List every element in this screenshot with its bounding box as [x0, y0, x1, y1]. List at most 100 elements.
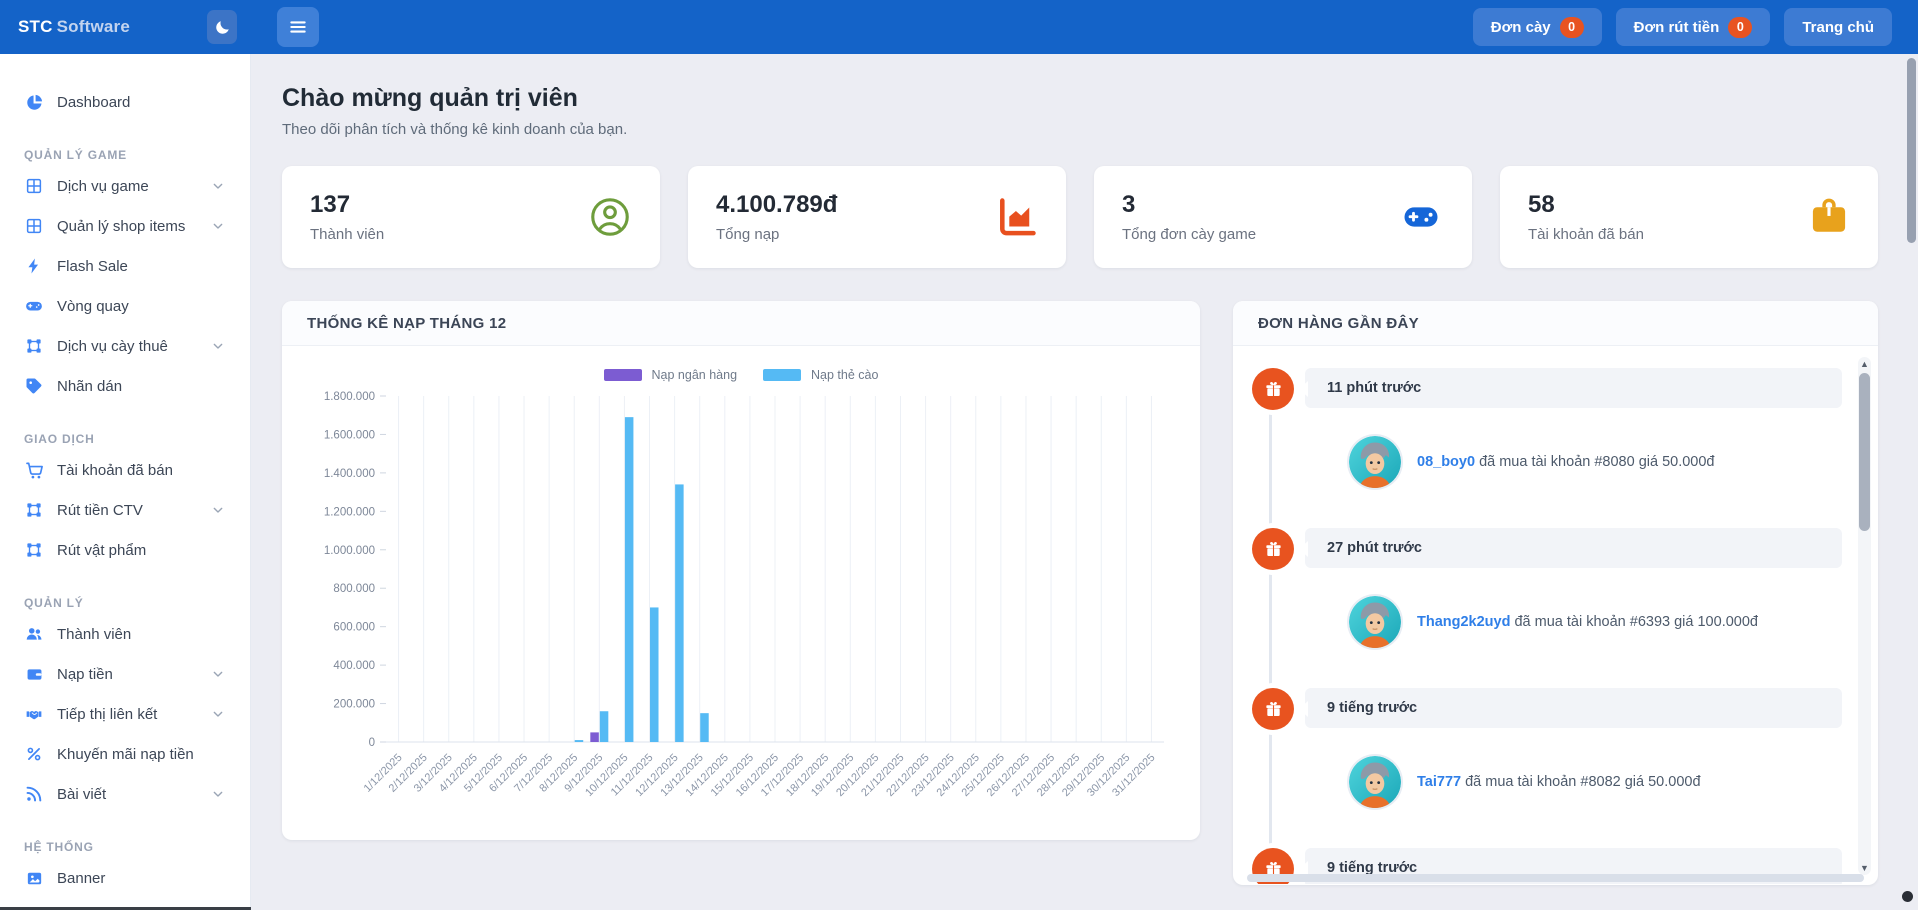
avatar: [1349, 756, 1401, 808]
sidebar-section-quan-ly-game: QUẢN LÝ GAME: [24, 148, 127, 162]
legend-item-nap-ngan-hang[interactable]: Nạp ngân hàng: [603, 368, 738, 382]
stats-row: 137 Thành viên 4.100.789đ Tổng nạp 3 Tổn…: [282, 166, 1878, 268]
header-button-label: Đơn rút tiền: [1633, 18, 1720, 36]
svg-text:1.800.000: 1.800.000: [324, 391, 375, 403]
window-bottom-edge: [0, 907, 251, 910]
page-title: Chào mừng quản trị viên: [282, 84, 578, 112]
sidebar-item-bai-viet[interactable]: Bài viết: [16, 774, 234, 814]
chevron-down-icon: [210, 218, 226, 234]
scroll-up-icon[interactable]: [1858, 357, 1871, 371]
stat-value: 4.100.789đ: [716, 191, 838, 218]
chevron-down-icon: [210, 502, 226, 518]
timeline-notch: [1299, 861, 1308, 877]
legend-label: Nạp ngân hàng: [651, 368, 738, 382]
chevron-down-icon: [210, 666, 226, 682]
svg-text:600.000: 600.000: [333, 622, 375, 634]
sidebar-item-nap-tien[interactable]: Nạp tiền: [16, 654, 234, 694]
dark-mode-toggle[interactable]: [207, 10, 237, 44]
order-user-link[interactable]: 08_boy0: [1417, 454, 1476, 470]
chevron-down-icon: [210, 338, 226, 354]
sidebar-item-dich-vu-game[interactable]: Dịch vụ game: [16, 166, 234, 206]
brand-logo[interactable]: STC Software: [18, 17, 130, 37]
main-content: Chào mừng quản trị viên Theo dõi phân tí…: [251, 54, 1918, 910]
tag-icon: [24, 376, 44, 396]
sidebar-item-thanh-vien[interactable]: Thành viên: [16, 614, 234, 654]
sidebar-section-he-thong: HỆ THỐNG: [24, 840, 94, 854]
order-user-link[interactable]: Tai777: [1417, 774, 1462, 790]
briefcase-icon: [1808, 196, 1850, 238]
order-user-link[interactable]: Thang2k2uyd: [1417, 614, 1511, 630]
stat-card-thanh-vien: 137 Thành viên: [282, 166, 660, 268]
avatar: [1349, 436, 1401, 488]
bar-chart: 0 200.000 400.000 600.000 800.000 1.000.000 1.…: [306, 386, 1176, 826]
sidebar-item-banner[interactable]: Banner: [16, 858, 234, 898]
header-button-label: Đơn cày: [1490, 18, 1551, 36]
handshake-icon: [24, 704, 44, 724]
gift-icon: [1264, 700, 1283, 719]
stat-card-tai-khoan-da-ban: 58 Tài khoản đã bán: [1500, 166, 1878, 268]
stat-label: Tài khoản đã bán: [1528, 226, 1644, 243]
sidebar-nav: Dashboard QUẢN LÝ GAME Dịch vụ game Quản…: [16, 82, 234, 910]
menu-icon: [288, 17, 308, 37]
sidebar-section-giao-dich: GIAO DỊCH: [24, 432, 95, 446]
sidebar-item-tai-khoan-da-ban[interactable]: Tài khoản đã bán: [16, 450, 234, 490]
orders-horizontal-scrollbar[interactable]: [1247, 874, 1864, 882]
order-entry: 27 phút trước Thang2k2uyd đã mua tài kho…: [1247, 528, 1842, 652]
scroll-down-icon[interactable]: [1858, 861, 1871, 875]
sidebar-item-flash-sale[interactable]: Flash Sale: [16, 246, 234, 286]
percent-icon: [24, 744, 44, 764]
legend-item-nap-the-cao[interactable]: Nạp thẻ cào: [763, 368, 878, 382]
stat-label: Tổng nạp: [716, 226, 780, 243]
timeline-line: [1269, 376, 1272, 884]
header-button-don-rut-tien[interactable]: Đơn rút tiền 0: [1615, 8, 1771, 46]
order-text: 08_boy0 đã mua tài khoản #8080 giá 50.00…: [1417, 454, 1715, 470]
sidebar-toggle-button[interactable]: [277, 7, 319, 47]
sidebar-item-tiep-thi-lien-ket[interactable]: Tiếp thị liên kết: [16, 694, 234, 734]
chart-card: THỐNG KÊ NẠP THÁNG 12 Nạp ngân hàng Nạp …: [282, 301, 1200, 840]
legend-swatch: [603, 369, 642, 381]
sidebar-item-quan-ly-shop-items[interactable]: Quản lý shop items: [16, 206, 234, 246]
users-icon: [24, 624, 44, 644]
timeline-marker: [1247, 528, 1308, 652]
chart-legend: Nạp ngân hàng Nạp thẻ cào: [306, 364, 1176, 386]
page-scrollbar-thumb[interactable]: [1907, 58, 1916, 243]
gamepad-icon: [24, 296, 44, 316]
sidebar: Dashboard QUẢN LÝ GAME Dịch vụ game Quản…: [0, 54, 251, 910]
header-button-trang-chu[interactable]: Trang chủ: [1784, 8, 1892, 46]
order-entry: 9 tiếng trước Tai777 đã mua tài khoản #8…: [1247, 688, 1842, 812]
page-scrollbar[interactable]: [1907, 58, 1916, 890]
stat-value: 137: [310, 191, 351, 218]
order-detail-row: Tai777 đã mua tài khoản #8082 giá 50.000…: [1305, 752, 1842, 812]
sidebar-item-vong-quay[interactable]: Vòng quay: [16, 286, 234, 326]
legend-label: Nạp thẻ cào: [811, 368, 879, 382]
sidebar-item-khuyen-mai-nap-tien[interactable]: Khuyến mãi nạp tiền: [16, 734, 234, 774]
chevron-down-icon: [210, 178, 226, 194]
legend-swatch: [763, 369, 802, 381]
content-columns: THỐNG KÊ NẠP THÁNG 12 Nạp ngân hàng Nạp …: [282, 301, 1878, 885]
header-button-label: Trang chủ: [1802, 18, 1874, 36]
grid-icon: [24, 216, 44, 236]
stat-card-tong-don-cay-game: 3 Tổng đơn cày game: [1094, 166, 1472, 268]
svg-text:1.200.000: 1.200.000: [324, 506, 375, 518]
stat-label: Thành viên: [310, 226, 385, 243]
scrollbar-thumb[interactable]: [1859, 373, 1870, 531]
stat-value: 3: [1122, 191, 1136, 218]
order-entry: 11 phút trước 08_boy0 đã mua tài khoản #…: [1247, 368, 1842, 492]
gift-icon: [1264, 380, 1283, 399]
sidebar-item-rut-tien-ctv[interactable]: Rút tiền CTV: [16, 490, 234, 530]
recent-orders-card: ĐƠN HÀNG GẦN ĐÂY 11 phút trước 08_boy0 đ…: [1233, 301, 1878, 885]
stat-label: Tổng đơn cày game: [1122, 226, 1257, 243]
wallet-icon: [24, 664, 44, 684]
order-detail-row: Thang2k2uyd đã mua tài khoản #6393 giá 1…: [1305, 592, 1842, 652]
sidebar-item-dich-vu-cay-thue[interactable]: Dịch vụ cày thuê: [16, 326, 234, 366]
header-button-don-cay[interactable]: Đơn cày 0: [1472, 8, 1602, 46]
moon-icon: [214, 19, 231, 36]
sidebar-item-rut-vat-pham[interactable]: Rút vật phẩm: [16, 530, 234, 570]
sidebar-item-nhan-dan[interactable]: Nhãn dán: [16, 366, 234, 406]
cart-icon: [24, 460, 44, 480]
chart-title: THỐNG KÊ NẠP THÁNG 12: [307, 314, 507, 332]
badge-count: 0: [1559, 16, 1584, 38]
sidebar-item-dashboard[interactable]: Dashboard: [16, 82, 234, 122]
orders-scrollbar[interactable]: [1858, 357, 1871, 875]
